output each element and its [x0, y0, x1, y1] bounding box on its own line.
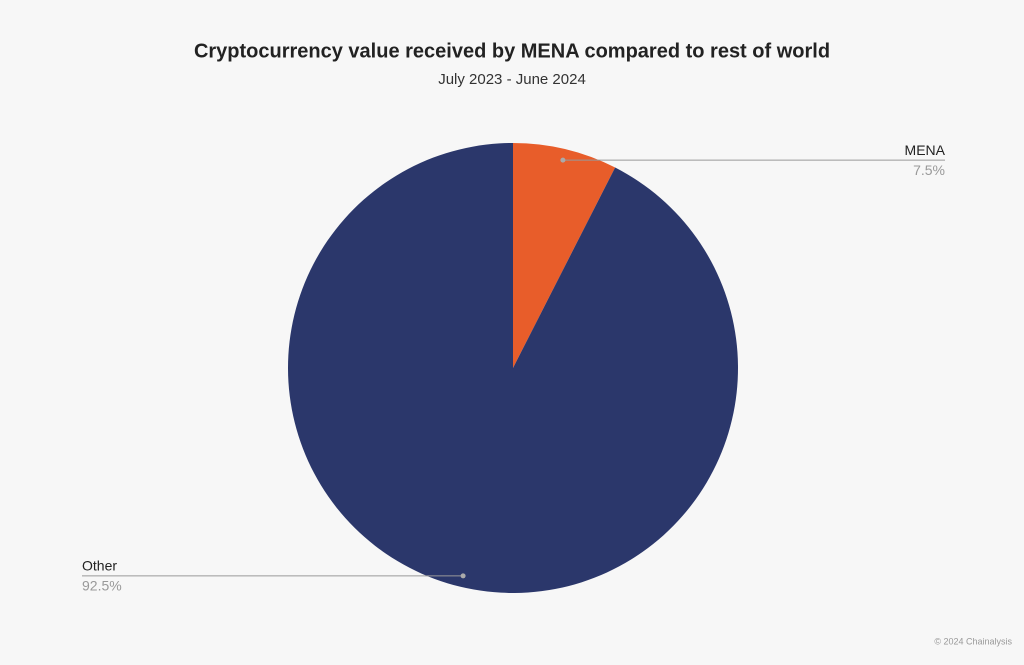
value-label: 92.5% [82, 578, 122, 594]
leader-dot [560, 157, 566, 163]
pie-slice [513, 143, 616, 368]
chart-subtitle: July 2023 - June 2024 [438, 71, 586, 88]
pie-slice [288, 143, 739, 594]
slice-label: Other [82, 558, 117, 574]
chart-title: Cryptocurrency value received by MENA co… [194, 40, 830, 62]
value-label: 7.5% [913, 162, 945, 178]
leader-dot [460, 573, 466, 579]
footer: © 2024 Chainalysis [934, 636, 1012, 646]
slice-label: MENA [905, 142, 946, 158]
